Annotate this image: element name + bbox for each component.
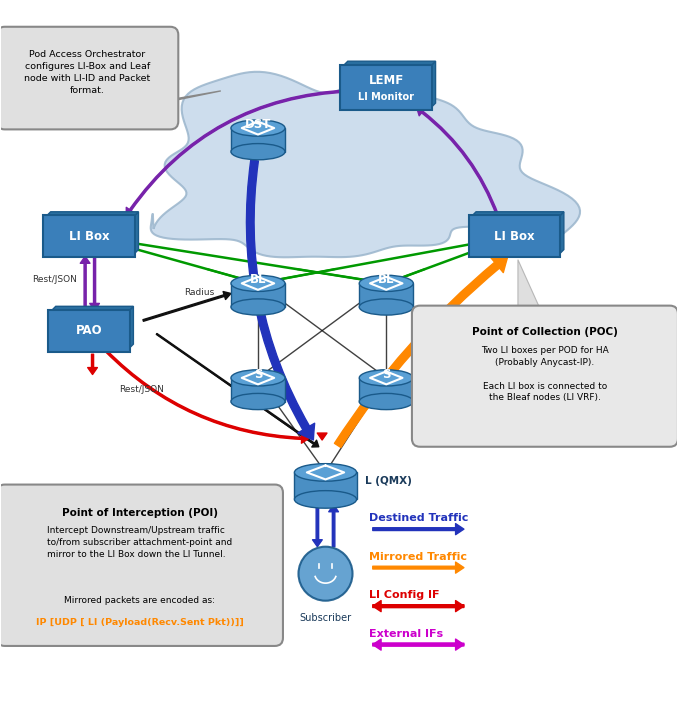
Bar [231,283,285,307]
Ellipse shape [231,144,285,160]
FancyArrowPatch shape [373,523,464,535]
Bar [231,128,285,152]
FancyBboxPatch shape [340,64,432,110]
Text: Mirrored Traffic: Mirrored Traffic [370,552,467,562]
Polygon shape [430,61,435,108]
Text: Point of Interception (POI): Point of Interception (POI) [62,508,218,518]
FancyArrowPatch shape [297,269,386,286]
FancyArrowPatch shape [417,108,498,216]
Text: S: S [254,368,262,381]
FancyArrowPatch shape [373,601,464,612]
Ellipse shape [359,370,414,386]
Ellipse shape [359,299,414,315]
Text: Point of Collection (POC): Point of Collection (POC) [472,327,618,337]
Text: LI Config IF: LI Config IF [370,591,440,600]
FancyArrowPatch shape [89,256,100,310]
Text: Pod Access Orchestrator
configures LI-Box and Leaf
node with LI-ID and Packet
fo: Pod Access Orchestrator configures LI-Bo… [24,51,151,95]
Ellipse shape [231,370,285,386]
FancyBboxPatch shape [0,27,178,129]
Text: External IFs: External IFs [370,629,443,639]
FancyArrowPatch shape [157,334,319,447]
FancyBboxPatch shape [412,305,678,447]
Ellipse shape [359,393,414,409]
Ellipse shape [294,491,357,508]
Bar [359,283,414,307]
Bar [359,378,414,401]
FancyArrowPatch shape [105,350,308,443]
Text: DST: DST [245,118,271,131]
Polygon shape [128,306,134,349]
Polygon shape [45,91,221,121]
FancyArrowPatch shape [126,90,349,216]
Text: Mirrored packets are encoded as:: Mirrored packets are encoded as: [64,596,216,605]
FancyArrowPatch shape [386,269,425,284]
Bar [294,472,357,500]
Text: BL: BL [250,274,266,287]
FancyBboxPatch shape [43,215,135,257]
Text: Two LI boxes per POD for HA
(Probably Anycast-IP).

Each LI box is connected to
: Two LI boxes per POD for HA (Probably An… [481,346,609,402]
Ellipse shape [231,275,285,292]
FancyArrowPatch shape [246,160,315,440]
FancyArrowPatch shape [313,505,322,547]
Text: BL: BL [378,274,395,287]
Polygon shape [342,61,435,66]
Polygon shape [45,212,138,217]
Polygon shape [50,306,134,312]
FancyArrowPatch shape [317,433,327,440]
FancyBboxPatch shape [0,484,283,646]
Text: LI Box: LI Box [69,230,109,243]
FancyArrowPatch shape [207,269,258,285]
FancyArrowPatch shape [373,639,464,650]
Text: IP [UDP [ LI (Payload(Recv.Sent Pkt))]]: IP [UDP [ LI (Payload(Recv.Sent Pkt))]] [36,617,244,627]
FancyArrowPatch shape [373,562,464,573]
FancyArrowPatch shape [373,601,464,612]
Polygon shape [133,212,138,255]
FancyArrowPatch shape [258,269,335,286]
Circle shape [298,547,353,601]
FancyArrowPatch shape [334,256,508,448]
Text: LI Monitor: LI Monitor [358,92,414,102]
Text: LEMF: LEMF [369,74,404,87]
Polygon shape [471,212,564,217]
FancyBboxPatch shape [468,215,561,257]
FancyArrowPatch shape [373,639,464,650]
Polygon shape [559,212,564,255]
Text: LI Box: LI Box [494,230,535,243]
Text: Rest/JSON: Rest/JSON [119,385,165,393]
Polygon shape [518,260,595,432]
Ellipse shape [231,299,285,315]
Ellipse shape [231,393,285,409]
FancyArrowPatch shape [87,355,98,375]
Ellipse shape [359,275,414,292]
Text: PAO: PAO [76,324,102,337]
Text: Intercept Downstream/Upstream traffic
to/from subscriber attachment-point and
mi: Intercept Downstream/Upstream traffic to… [47,526,233,571]
FancyBboxPatch shape [48,310,130,352]
Text: Rest/JSON: Rest/JSON [32,276,77,284]
Bar [231,378,285,401]
Text: Subscriber: Subscriber [300,613,352,623]
Text: Destined Traffic: Destined Traffic [370,513,468,523]
Polygon shape [151,71,580,257]
FancyArrowPatch shape [329,505,338,547]
Text: S: S [382,368,391,381]
Ellipse shape [231,120,285,136]
FancyArrowPatch shape [143,292,231,321]
Text: Radius: Radius [184,288,214,297]
FancyArrowPatch shape [80,256,90,310]
Ellipse shape [294,464,357,481]
Text: L (QMX): L (QMX) [365,476,412,485]
